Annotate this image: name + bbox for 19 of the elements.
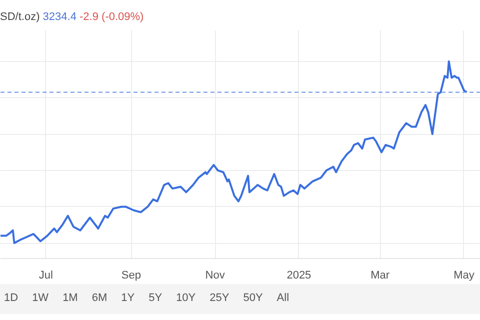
text: 3234.4 <box>42 11 76 23</box>
text: 5Y <box>148 292 162 304</box>
text: 1W <box>32 292 49 304</box>
text: 1Y <box>121 292 135 304</box>
x-tick-label: Mar <box>370 270 390 282</box>
x-tick-label: May <box>454 270 475 282</box>
text: All <box>276 292 290 304</box>
x-tick-label: 2025 <box>286 270 312 282</box>
text: -2.9 (-0.09%) <box>80 11 144 23</box>
x-tick-label: Jul <box>38 270 53 282</box>
x-tick-label: Sep <box>121 270 141 282</box>
text: 50Y <box>243 292 263 304</box>
text: 10Y <box>176 292 196 304</box>
text: 6M <box>92 292 108 304</box>
text: 25Y <box>210 292 230 304</box>
x-tick-label: Nov <box>205 270 226 282</box>
text: 1D <box>4 292 18 304</box>
text: 1M <box>62 292 78 304</box>
chart-title: SD/t.oz) <box>0 11 40 23</box>
